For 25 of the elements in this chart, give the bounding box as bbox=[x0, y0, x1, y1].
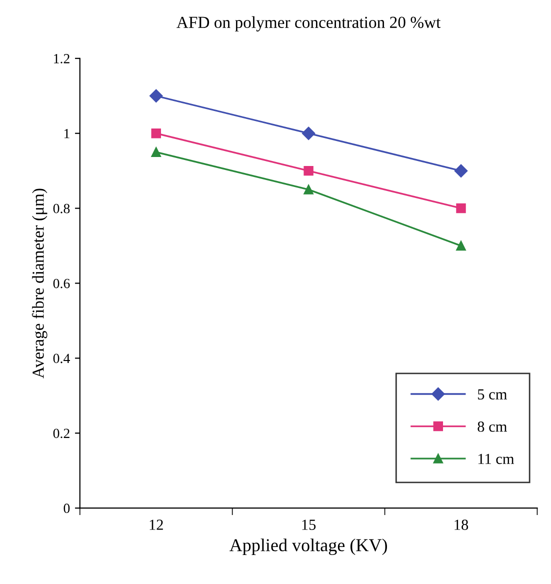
point bbox=[304, 184, 314, 194]
y-tick-label: 0.8 bbox=[53, 204, 70, 214]
y-tick-label: 1 bbox=[64, 128, 70, 138]
legend-label: 11 cm bbox=[478, 454, 514, 464]
y-tick-label: 0 bbox=[64, 504, 70, 514]
y-tick-label: 0.4 bbox=[53, 354, 70, 364]
point bbox=[456, 240, 466, 251]
point bbox=[151, 128, 161, 138]
legend-label: 5 cm bbox=[478, 389, 508, 400]
y-tick-label: 0.2 bbox=[53, 428, 70, 438]
legend-label: 8 cm bbox=[478, 421, 508, 432]
point bbox=[304, 166, 314, 176]
y-tick-label: 0.6 bbox=[53, 278, 70, 288]
point bbox=[456, 203, 466, 214]
chart-title: AFD on polymer concentration 20 %wt bbox=[176, 16, 441, 32]
point bbox=[150, 89, 163, 102]
y-tick-label: 1.2 bbox=[54, 54, 70, 64]
x-tick-label: 15 bbox=[302, 520, 316, 530]
x-axis-title: Applied voltage (KV) bbox=[230, 538, 387, 556]
y-axis-title: Average fibre diameter (μm) bbox=[32, 188, 48, 378]
point bbox=[151, 147, 161, 157]
point bbox=[302, 126, 316, 140]
point bbox=[454, 164, 468, 178]
x-tick-label: 12 bbox=[150, 520, 163, 530]
x-tick-label: 18 bbox=[454, 520, 468, 530]
